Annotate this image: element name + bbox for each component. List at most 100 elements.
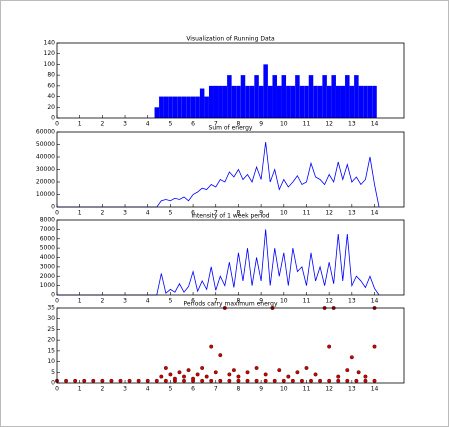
- point: [182, 378, 186, 383]
- x-tick-label: 2: [100, 210, 104, 217]
- y-tick-label: 40: [47, 93, 55, 100]
- plot-frame: [56, 307, 405, 384]
- point: [245, 378, 250, 383]
- x-tick-label: 12: [325, 121, 333, 128]
- point: [200, 378, 205, 383]
- x-tick-label: 0: [55, 121, 59, 128]
- x-tick-label: 0: [55, 386, 59, 393]
- line: [57, 229, 380, 296]
- line: [57, 141, 380, 208]
- point: [231, 368, 236, 373]
- x-tick-label: 1: [78, 386, 82, 393]
- x-tick-label: 13: [348, 210, 356, 217]
- x-tick-label: 0: [55, 210, 59, 217]
- point: [277, 368, 282, 373]
- point: [159, 374, 164, 379]
- point: [254, 366, 259, 370]
- x-tick-label: 13: [348, 121, 356, 128]
- point: [372, 344, 377, 349]
- point: [168, 372, 173, 377]
- x-tick-label: 9: [259, 121, 263, 128]
- point: [100, 378, 105, 383]
- point: [327, 378, 332, 383]
- x-tick-label: 4: [146, 121, 150, 128]
- x-tick-label: 3: [123, 386, 127, 393]
- y-tick-label: 25: [47, 326, 55, 333]
- point: [163, 366, 168, 370]
- point: [349, 355, 354, 360]
- x-tick-label: 7: [214, 121, 218, 128]
- x-tick-label: 8: [237, 386, 241, 393]
- y-tick-label: 0: [51, 115, 55, 122]
- y-tick-label: 30: [47, 315, 55, 322]
- chart-title: Sum of energy: [209, 125, 253, 132]
- point: [195, 372, 200, 377]
- chart-title: Intensity of 1 week period: [191, 213, 269, 220]
- point: [318, 378, 323, 383]
- x-tick-label: 11: [303, 298, 311, 305]
- y-tick-label: 0: [51, 380, 55, 387]
- point: [304, 366, 309, 370]
- plot-frame: [56, 42, 405, 119]
- x-tick-label: 3: [123, 298, 127, 305]
- point: [281, 378, 286, 383]
- x-tick-label: 14: [371, 386, 379, 393]
- y-tick-label: 80: [47, 72, 55, 79]
- x-tick-label: 4: [146, 386, 150, 393]
- x-tick-label: 9: [259, 210, 263, 217]
- y-tick-label: 20000: [36, 179, 55, 186]
- x-tick-label: 10: [280, 121, 288, 128]
- x-tick-label: 10: [280, 210, 288, 217]
- x-tick-label: 12: [325, 386, 333, 393]
- x-tick-label: 8: [237, 121, 241, 128]
- point: [327, 344, 332, 349]
- x-tick-label: 4: [146, 298, 150, 305]
- x-tick-label: 14: [371, 121, 379, 128]
- y-tick-label: 20: [47, 337, 55, 344]
- x-tick-label: 13: [348, 386, 356, 393]
- chart-title: Periods carry maximum energy: [183, 301, 277, 308]
- point: [191, 376, 196, 381]
- y-tick-label: 0: [51, 292, 55, 299]
- y-tick-label: 60000: [36, 129, 55, 136]
- point: [354, 378, 359, 383]
- x-tick-label: 3: [123, 210, 127, 217]
- x-tick-label: 4: [146, 210, 150, 217]
- point: [372, 378, 377, 383]
- x-tick-label: 6: [191, 298, 195, 305]
- x-tick-label: 3: [123, 121, 127, 128]
- point: [136, 378, 141, 383]
- point: [345, 378, 350, 383]
- y-tick-label: 60: [47, 82, 55, 89]
- point: [286, 374, 291, 379]
- plot-frame: [56, 131, 405, 208]
- y-tick-label: 6000: [40, 235, 55, 242]
- x-tick-label: 11: [303, 121, 311, 128]
- point: [272, 378, 277, 383]
- y-tick-label: 1000: [40, 282, 55, 289]
- point: [336, 378, 341, 383]
- x-tick-label: 2: [100, 298, 104, 305]
- point: [213, 370, 218, 375]
- point: [313, 372, 318, 377]
- x-tick-label: 12: [325, 210, 333, 217]
- x-tick-label: 1: [78, 298, 82, 305]
- y-tick-label: 40000: [36, 154, 55, 161]
- point: [290, 378, 295, 383]
- x-tick-label: 6: [191, 386, 195, 393]
- y-tick-label: 7000: [40, 226, 55, 233]
- point: [186, 368, 191, 373]
- x-tick-label: 6: [191, 121, 195, 128]
- y-tick-label: 8000: [40, 217, 55, 224]
- point: [172, 376, 177, 381]
- x-tick-label: 11: [303, 210, 311, 217]
- x-tick-label: 9: [259, 386, 263, 393]
- point: [356, 370, 361, 375]
- point: [182, 374, 186, 379]
- x-tick-label: 10: [280, 386, 288, 393]
- point: [177, 370, 182, 375]
- point: [236, 374, 241, 379]
- point: [363, 378, 368, 383]
